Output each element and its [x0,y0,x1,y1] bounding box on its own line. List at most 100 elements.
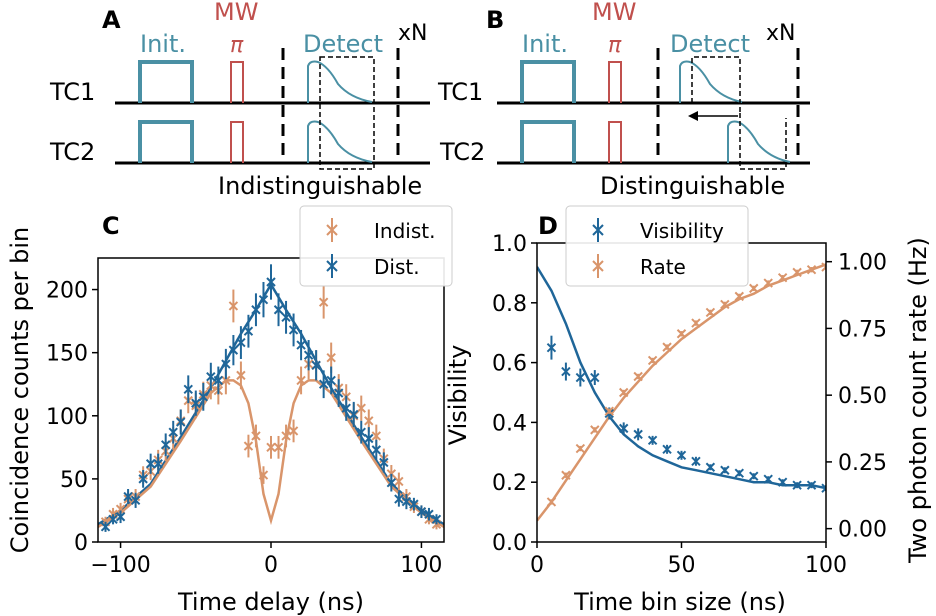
panel-d-rate-marker [575,443,586,454]
panel-c-dist-point [371,439,382,460]
panel-d-visibility-marker [705,462,716,472]
panel-d-x-tick-label: 50 [668,553,696,578]
panel-b-tc1-detect-decay [679,60,743,103]
panel-c-indist-point [251,424,261,448]
panel-c-dist-marker [416,506,427,517]
panel-c-indist-marker [258,470,269,480]
panel-c-dist-marker [379,457,389,468]
panel-c-dist-marker [318,379,329,389]
panel-c-dist-point [243,314,254,348]
panel-d-visibility-marker [806,480,817,490]
panel-c-dist-point [213,366,224,395]
panel-d-visibility-point [561,362,571,381]
panel-c-indist-marker [251,431,261,441]
panel-c-dist-point [160,433,171,457]
panel-d-rate-point [676,329,687,339]
panel-c-y-axis-label: Coincidence counts per bin [6,227,34,553]
panel-d-visibility-marker [647,435,658,446]
panel-a-repeat-label: xN [398,21,427,46]
panel-c-dist-point [326,366,336,395]
panel-c-dist-point [281,300,291,334]
panel-c-dist-marker [394,494,404,504]
panel-c-dist-point [198,382,209,411]
panel-c-dist-point [130,492,141,508]
panel-d-visibility-point [821,483,826,493]
panel-b-shift-arrowhead [688,111,698,121]
panel-d-rate-point [705,307,716,318]
panel-d-visibility-point [763,474,773,484]
panel-d-rate-marker [806,264,817,275]
panel-d-y-tick-label-right: 0.75 [838,317,887,342]
panel-d-rate-marker [662,342,672,352]
panel-c-dist-point [100,521,111,532]
panel-b-tc1-init-pulse [520,60,576,103]
panel-a-init-label: Init. [140,30,186,58]
panel-d-y-tick-label: 0.8 [492,292,527,317]
panel-d-rate-marker [749,283,759,294]
panel-a-tc2-pi-pulse [230,121,244,163]
panel-d-visibility-point [720,465,730,475]
panel-c-indist-marker [281,431,291,441]
panel-c-dist-point [183,375,193,404]
panel-d-marks [537,262,826,522]
panel-c-indist-marker [273,442,284,453]
panel-c-dist-marker [160,440,171,450]
panel-c-dist-point [115,510,126,524]
panel-c-dist-point [311,350,321,381]
panel-b-tc1-label: TC1 [437,78,483,106]
panel-d-visibility-point [777,477,788,487]
panel-d-rate-point [821,262,826,272]
panel-c-dist-point [191,390,201,416]
panel-d-rate-marker [705,307,716,318]
panel-d-letter: D [538,212,558,240]
panel-c-dist-point [228,334,239,366]
panel-c-dist-point [221,348,231,380]
panel-c-indist-marker [326,353,336,363]
panel-c-dist-marker [273,305,284,315]
panel-d-rate-marker [546,497,557,507]
panel-c-dist-point [266,264,276,300]
panel-c-dist-marker [251,305,261,315]
panel-c-dist-marker [326,375,336,386]
panel-a-detect-window [319,56,375,170]
panel-d-fit-0 [537,266,826,490]
panel-c-dist-point [416,505,427,519]
panel-c-indist-marker [236,370,246,381]
panel-d-plot-area [537,262,826,522]
panel-c-dist-marker [108,514,118,524]
panel-a-tc2-detect-decay [307,120,373,163]
panel-c-y-tick-label: 100 [46,405,88,430]
panel-c-indist-marker [243,441,254,451]
panel-c-dist-point [409,497,419,511]
panel-c-legend-indist-marker [326,218,338,242]
panel-c-indist-point [288,419,299,443]
panel-d-y-tick-label: 0.0 [492,531,527,556]
panel-c-dist-marker [138,474,148,484]
panel-c-x-ticks: −100 0 100 [90,542,442,578]
panel-c-dist-point [333,379,344,407]
panel-d-rate-marker [633,371,643,382]
panel-d-rate-marker [821,262,826,272]
panel-c-dist-point [145,453,156,474]
panel-d-visibility-point [618,422,629,435]
panel-c-y-tick-label: 150 [46,342,88,367]
panel-c-dist-marker [213,375,224,386]
panel-c-indist-point [236,361,246,390]
panel-c-y-tick-label: 50 [60,468,88,493]
panel-c-dist-marker [386,477,397,488]
panel-d-rate-marker [792,267,802,278]
panel-c-dist-marker [198,392,209,402]
panel-b-init-label: Init. [522,30,568,58]
panel-c-dist-marker [206,371,216,382]
panel-d-rate-marker [676,329,687,339]
panel-c-indist-marker [356,403,366,413]
panel-d-rate-point [734,291,745,302]
panel-d-visibility-point [662,444,672,455]
panel-c-y-tick-label: 200 [46,279,88,304]
panel-c-dist-point [364,427,374,450]
panel-d-y-tick-label: 0.2 [492,471,527,496]
panel-d-y-tick-label-right: 0.50 [838,384,887,409]
panel-c-dist-point [153,453,163,474]
panel-c-indist-point [318,285,329,319]
panel-d-visibility-marker [662,444,672,455]
